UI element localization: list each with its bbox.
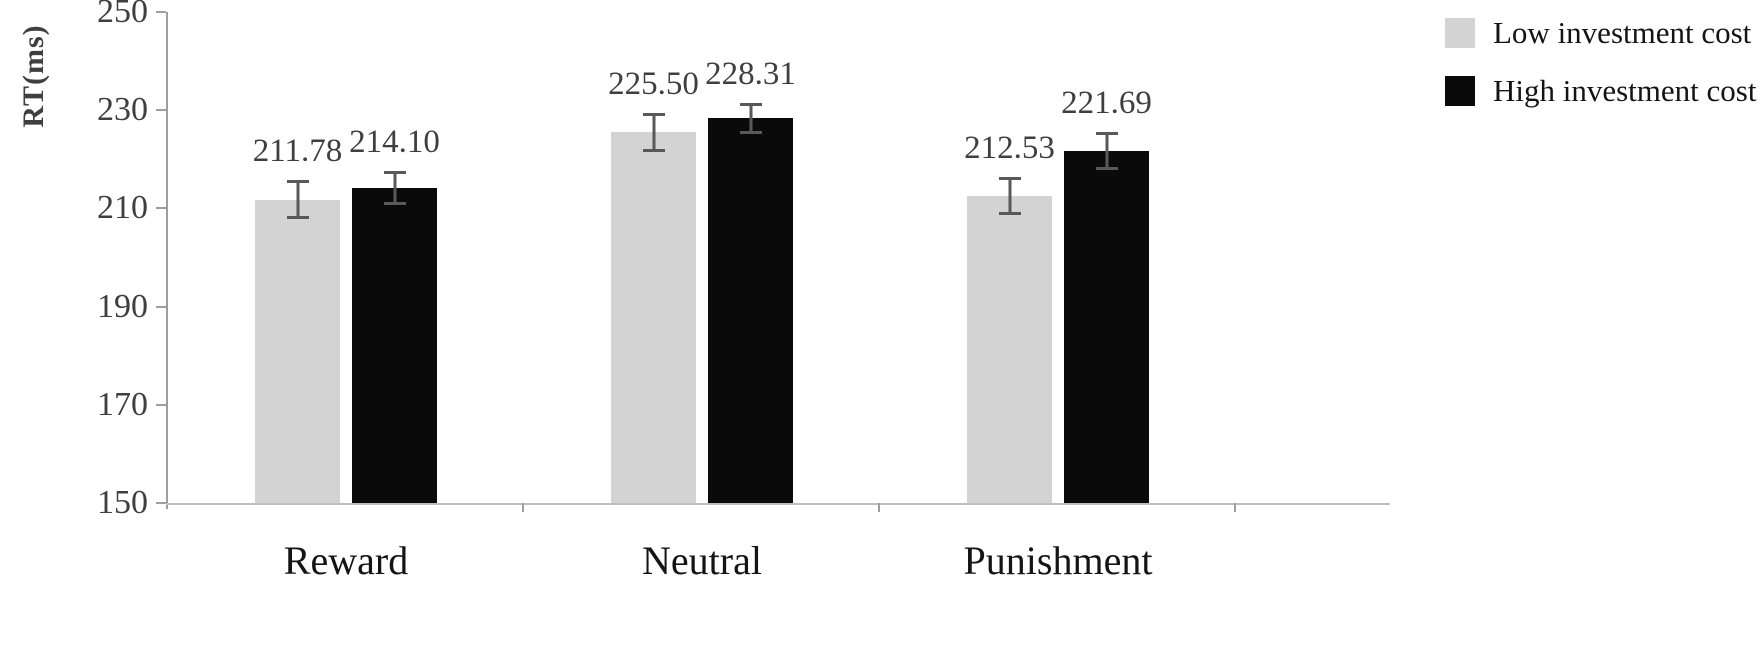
error-bar-cap-top — [739, 102, 762, 106]
error-bar-punishment-low-investment-cost — [998, 177, 1021, 215]
y-tick-label: 150 — [97, 484, 148, 521]
y-axis-line — [166, 12, 168, 509]
error-bar-cap-top — [383, 171, 406, 175]
error-bar-neutral-low-investment-cost — [642, 112, 665, 152]
error-bar-cap-bottom — [642, 148, 665, 152]
value-label-punishment-low-investment-cost: 212.53 — [964, 130, 1055, 167]
value-label-neutral-low-investment-cost: 225.50 — [608, 65, 699, 102]
error-bar-cap-bottom — [383, 202, 406, 206]
legend: Low investment cost High investment cost — [1445, 16, 1756, 108]
error-bar-reward-low-investment-cost — [286, 180, 309, 220]
x-axis-line — [166, 503, 1390, 505]
error-bar-cap-top — [642, 112, 665, 116]
bar-punishment-low-investment-cost — [967, 195, 1052, 503]
value-label-punishment-high-investment-cost: 221.69 — [1061, 85, 1152, 122]
error-bar-cap-bottom — [998, 211, 1021, 215]
bar-reward-high-investment-cost — [352, 188, 437, 503]
legend-label-high-investment-cost: High investment cost — [1493, 73, 1757, 108]
error-bar-neutral-high-investment-cost — [739, 102, 762, 135]
error-bar-line — [1105, 132, 1108, 170]
legend-swatch-low-investment-cost — [1445, 18, 1475, 48]
y-tick-label: 250 — [97, 0, 148, 30]
y-tick-mark — [156, 207, 166, 210]
y-tick-mark — [156, 403, 166, 406]
error-bar-line — [1008, 177, 1011, 215]
legend-item-low-investment-cost: Low investment cost — [1445, 16, 1756, 50]
error-bar-line — [652, 112, 655, 152]
y-tick-mark — [156, 305, 166, 308]
error-bar-cap-bottom — [739, 131, 762, 135]
y-tick-mark — [156, 11, 166, 13]
bar-punishment-high-investment-cost — [1064, 151, 1149, 503]
y-tick-label: 230 — [97, 91, 148, 129]
x-tick-mark — [878, 503, 880, 512]
y-tick-label: 190 — [97, 287, 148, 325]
category-label-punishment: Punishment — [963, 538, 1153, 583]
error-bar-punishment-high-investment-cost — [1095, 132, 1118, 170]
error-bar-cap-top — [286, 180, 309, 184]
error-bar-line — [393, 171, 396, 206]
legend-label-low-investment-cost: Low investment cost — [1493, 15, 1752, 50]
error-bar-line — [296, 180, 299, 220]
y-tick-mark — [156, 502, 166, 504]
bar-reward-low-investment-cost — [255, 199, 340, 503]
error-bar-line — [749, 102, 752, 135]
y-tick-label: 170 — [97, 385, 148, 423]
value-label-reward-low-investment-cost: 211.78 — [252, 133, 343, 170]
category-label-reward: Reward — [283, 538, 409, 583]
bar-neutral-low-investment-cost — [611, 132, 696, 503]
legend-swatch-high-investment-cost — [1445, 76, 1475, 106]
error-bar-cap-top — [1095, 132, 1118, 136]
category-label-neutral: Neutral — [642, 538, 762, 583]
x-tick-mark — [1234, 503, 1236, 512]
value-label-reward-high-investment-cost: 214.10 — [349, 124, 440, 161]
legend-item-high-investment-cost: High investment cost — [1445, 74, 1756, 108]
bar-neutral-high-investment-cost — [708, 118, 793, 503]
x-tick-mark — [522, 503, 524, 512]
y-tick-label: 210 — [97, 189, 148, 227]
error-bar-cap-top — [998, 177, 1021, 181]
value-label-neutral-high-investment-cost: 228.31 — [705, 55, 796, 92]
error-bar-cap-bottom — [1095, 166, 1118, 170]
error-bar-reward-high-investment-cost — [383, 171, 406, 206]
error-bar-cap-bottom — [286, 216, 309, 220]
y-tick-mark — [156, 109, 166, 112]
